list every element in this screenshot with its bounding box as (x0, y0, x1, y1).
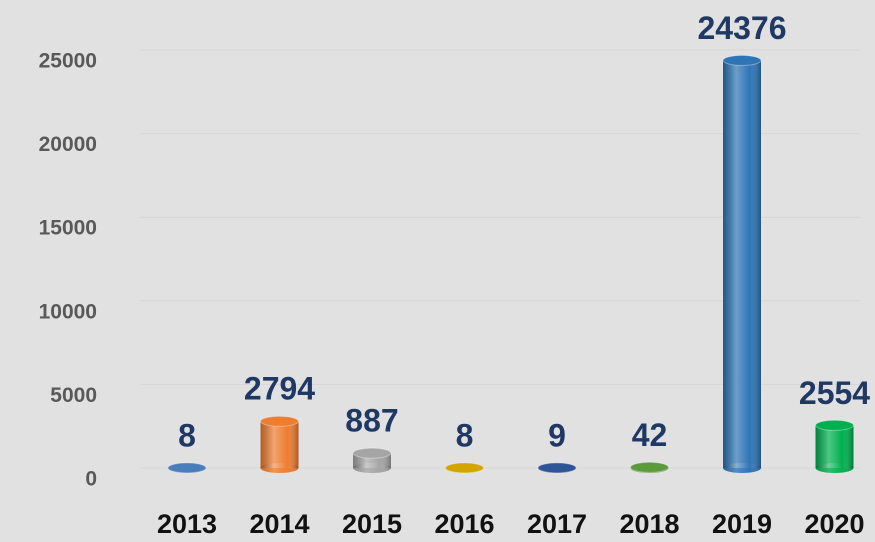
x-tick-label: 2019 (712, 509, 772, 539)
value-label: 887 (345, 403, 398, 439)
value-label: 8 (178, 417, 196, 453)
value-label: 8 (456, 417, 474, 453)
value-label: 2794 (244, 371, 315, 407)
bar-top (815, 419, 854, 431)
x-tick-label: 2016 (434, 509, 494, 539)
x-tick-label: 2020 (804, 509, 864, 539)
bar-base-shade (723, 463, 761, 473)
bar-base-shade (260, 463, 299, 473)
value-label: 2554 (799, 375, 870, 411)
bar-top (537, 462, 577, 474)
x-tick-label: 2013 (157, 509, 217, 539)
x-tick-label: 2018 (619, 509, 679, 539)
bar-top (167, 462, 207, 474)
bar-top (352, 447, 392, 459)
bar-base-shade (353, 463, 391, 473)
bar-shade (815, 425, 854, 468)
bar-top (630, 461, 669, 473)
bar-shade (260, 421, 299, 468)
bar-shade (723, 60, 761, 468)
value-label: 9 (548, 417, 566, 453)
x-tick-label: 2017 (527, 509, 587, 539)
y-tick-label: 20000 (39, 133, 97, 156)
x-tick-label: 2015 (342, 509, 402, 539)
bar-base-shade (815, 463, 854, 473)
y-tick-label: 5000 (50, 384, 97, 407)
y-tick-label: 25000 (39, 50, 97, 73)
y-tick-label: 0 (85, 468, 97, 491)
bar-top (722, 54, 762, 66)
bar-top (260, 415, 299, 427)
value-label: 42 (632, 417, 668, 453)
value-label: 24376 (698, 10, 787, 46)
y-tick-label: 10000 (39, 300, 97, 323)
y-tick-label: 15000 (39, 217, 97, 240)
bar-top (445, 462, 484, 474)
x-tick-label: 2014 (249, 509, 309, 539)
